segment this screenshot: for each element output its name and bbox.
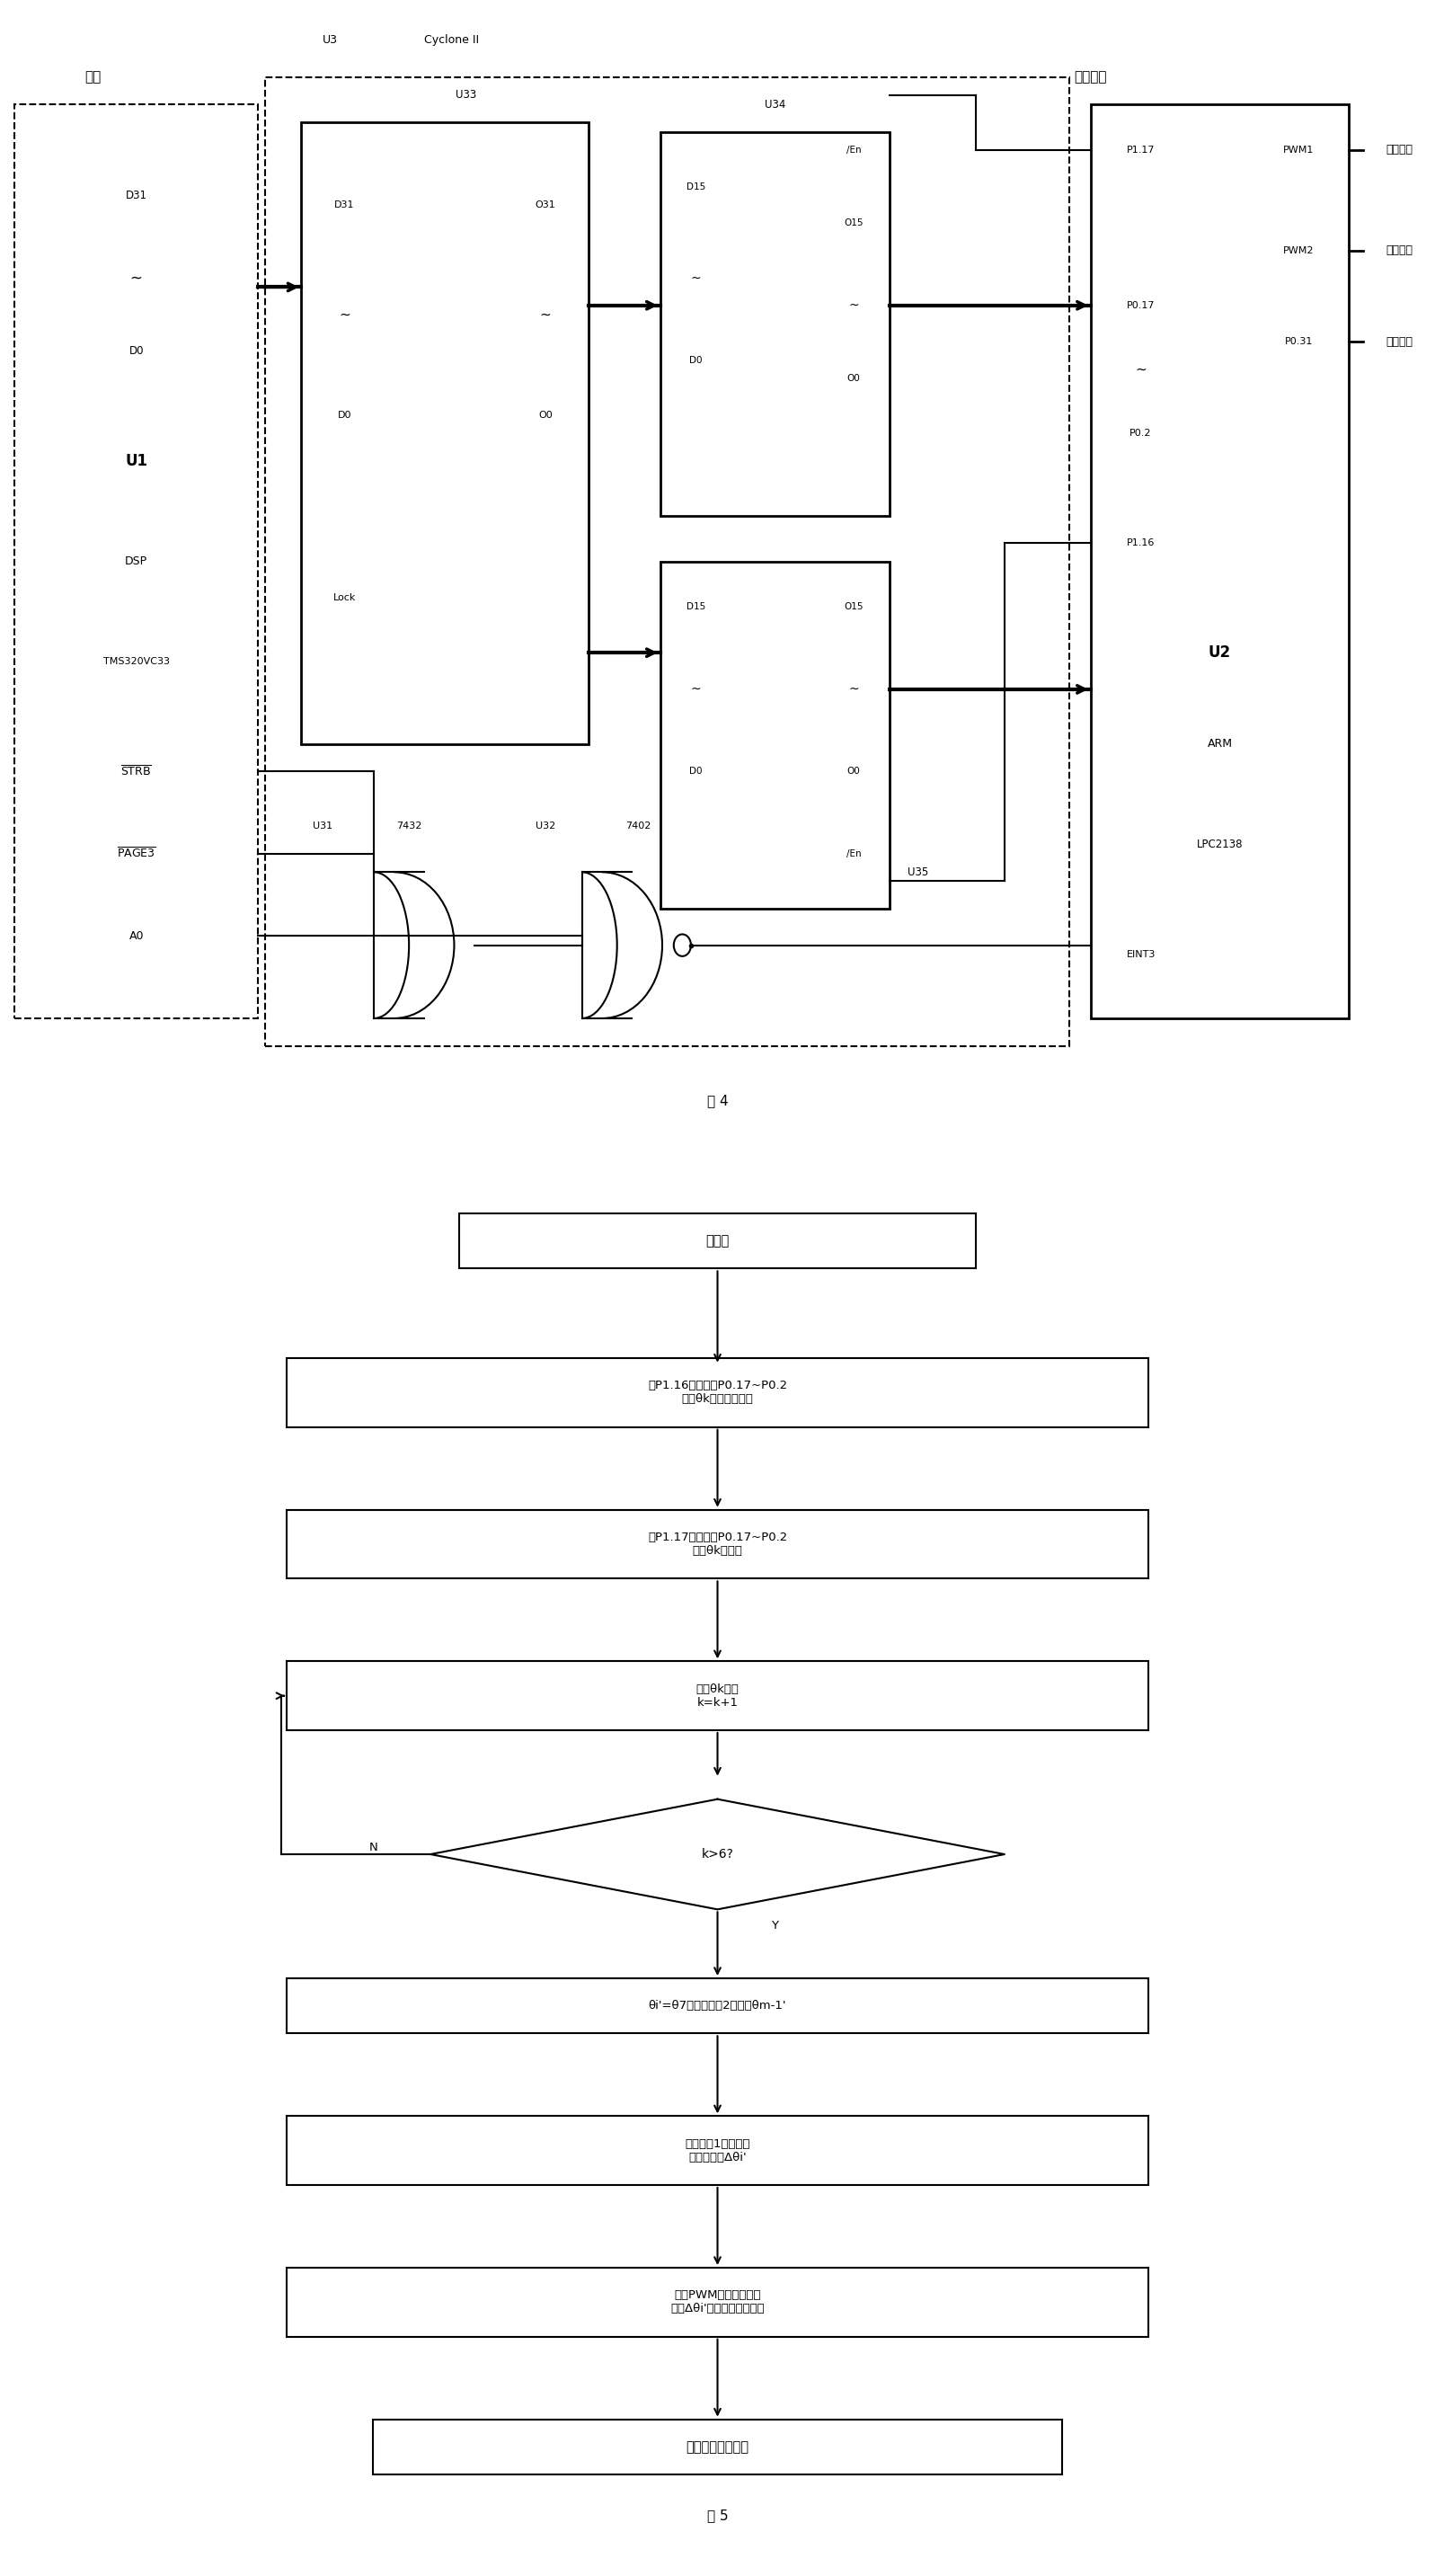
Text: ~: ~ (131, 270, 142, 286)
Text: Y: Y (771, 1919, 779, 1932)
Text: D15: D15 (686, 603, 706, 611)
Text: P1.17: P1.17 (1126, 144, 1155, 155)
Text: PWM1: PWM1 (1283, 144, 1314, 155)
Text: /En: /En (847, 144, 861, 155)
Text: 时栅: 时栅 (85, 70, 102, 82)
Text: U32: U32 (535, 822, 555, 832)
Bar (459, 1213, 976, 1267)
Text: θi'=θ7，利用式（2）计算θm-1': θi'=θ7，利用式（2）计算θm-1' (649, 1999, 786, 2012)
Text: 存储θk值，
k=k+1: 存储θk值， k=k+1 (696, 1682, 739, 1708)
Text: D0: D0 (129, 345, 144, 358)
Text: P0.31: P0.31 (1284, 337, 1313, 345)
Text: U2: U2 (1208, 644, 1231, 662)
Bar (287, 1978, 1148, 2032)
Bar (1091, 103, 1349, 1018)
Text: 置P1.16为低，从P0.17~P0.2
读入θk的分值和秒值: 置P1.16为低，从P0.17~P0.2 读入θk的分值和秒值 (647, 1381, 788, 1404)
Text: U1: U1 (125, 453, 148, 469)
Text: ~: ~ (690, 270, 702, 283)
Bar (287, 1510, 1148, 1579)
Bar (301, 124, 588, 744)
Text: 图 5: 图 5 (707, 2509, 728, 2522)
Text: ~: ~ (848, 299, 860, 312)
Text: U35: U35 (908, 866, 928, 878)
Text: O0: O0 (847, 768, 861, 775)
Text: D0: D0 (337, 410, 352, 420)
Text: ~: ~ (690, 683, 702, 696)
Text: D0: D0 (689, 355, 703, 366)
Text: O31: O31 (535, 201, 555, 209)
Text: 正向脉冲: 正向脉冲 (1386, 144, 1412, 155)
Text: /En: /En (847, 850, 861, 858)
Text: LPC2138: LPC2138 (1197, 840, 1243, 850)
Bar (287, 1358, 1148, 1427)
Bar (373, 2419, 1062, 2476)
Text: 7402: 7402 (626, 822, 651, 832)
Text: D31: D31 (125, 191, 148, 201)
Text: TMS320VC33: TMS320VC33 (103, 657, 169, 667)
Text: U34: U34 (765, 98, 785, 111)
Text: k>6?: k>6? (702, 1847, 733, 1860)
Text: ~: ~ (339, 307, 350, 322)
Text: O0: O0 (538, 410, 552, 420)
Text: 利用式（1）计算出
预测角位移Δθi': 利用式（1）计算出 预测角位移Δθi' (684, 2138, 751, 2164)
Text: P1.16: P1.16 (1126, 538, 1155, 549)
Text: $\overline{\mathrm{PAGE3}}$: $\overline{\mathrm{PAGE3}}$ (116, 848, 156, 860)
Text: 反向脉冲: 反向脉冲 (1386, 245, 1412, 258)
Text: P0.2: P0.2 (1129, 428, 1152, 438)
Bar (287, 2267, 1148, 2336)
Text: PWM2: PWM2 (1283, 247, 1314, 255)
Bar (265, 77, 1069, 1046)
Text: O0: O0 (847, 374, 861, 384)
Text: ARM: ARM (1207, 739, 1233, 750)
Text: D15: D15 (686, 183, 706, 191)
Text: 开中断，中断返回: 开中断，中断返回 (686, 2439, 749, 2452)
Text: ~: ~ (848, 683, 860, 696)
Text: 7432: 7432 (396, 822, 422, 832)
Text: ~: ~ (540, 307, 551, 322)
Bar (14, 103, 258, 1018)
Bar (660, 562, 890, 909)
Text: A0: A0 (129, 930, 144, 943)
Bar (660, 131, 890, 515)
Text: P0.17: P0.17 (1126, 301, 1155, 309)
Text: 图 4: 图 4 (707, 1095, 728, 1108)
Text: 零位信号: 零位信号 (1386, 335, 1412, 348)
Text: 采用PWM方式均匀输出
代表Δθi'的增量式脉冲信号: 采用PWM方式均匀输出 代表Δθi'的增量式脉冲信号 (670, 2290, 765, 2316)
Bar (287, 1662, 1148, 1731)
Text: N: N (369, 1842, 377, 1852)
Text: $\overline{\mathrm{STRB}}$: $\overline{\mathrm{STRB}}$ (121, 765, 152, 778)
Text: U33: U33 (456, 90, 476, 100)
Text: EINT3: EINT3 (1126, 951, 1155, 958)
Text: O15: O15 (844, 219, 864, 227)
Text: O15: O15 (844, 603, 864, 611)
Text: 置P1.17为低，从P0.17~P0.2
读入θk的度值: 置P1.17为低，从P0.17~P0.2 读入θk的度值 (647, 1533, 788, 1556)
Text: DSP: DSP (125, 556, 148, 567)
Text: U3: U3 (323, 33, 337, 46)
Text: U31: U31 (313, 822, 333, 832)
Text: ~: ~ (1135, 363, 1147, 376)
Text: D31: D31 (334, 201, 354, 209)
Text: Cyclone II: Cyclone II (425, 33, 479, 46)
Bar (287, 2115, 1148, 2184)
Text: 关中断: 关中断 (706, 1234, 729, 1247)
Text: D0: D0 (689, 768, 703, 775)
Text: 智能接口: 智能接口 (1075, 70, 1106, 82)
Text: Lock: Lock (333, 592, 356, 603)
